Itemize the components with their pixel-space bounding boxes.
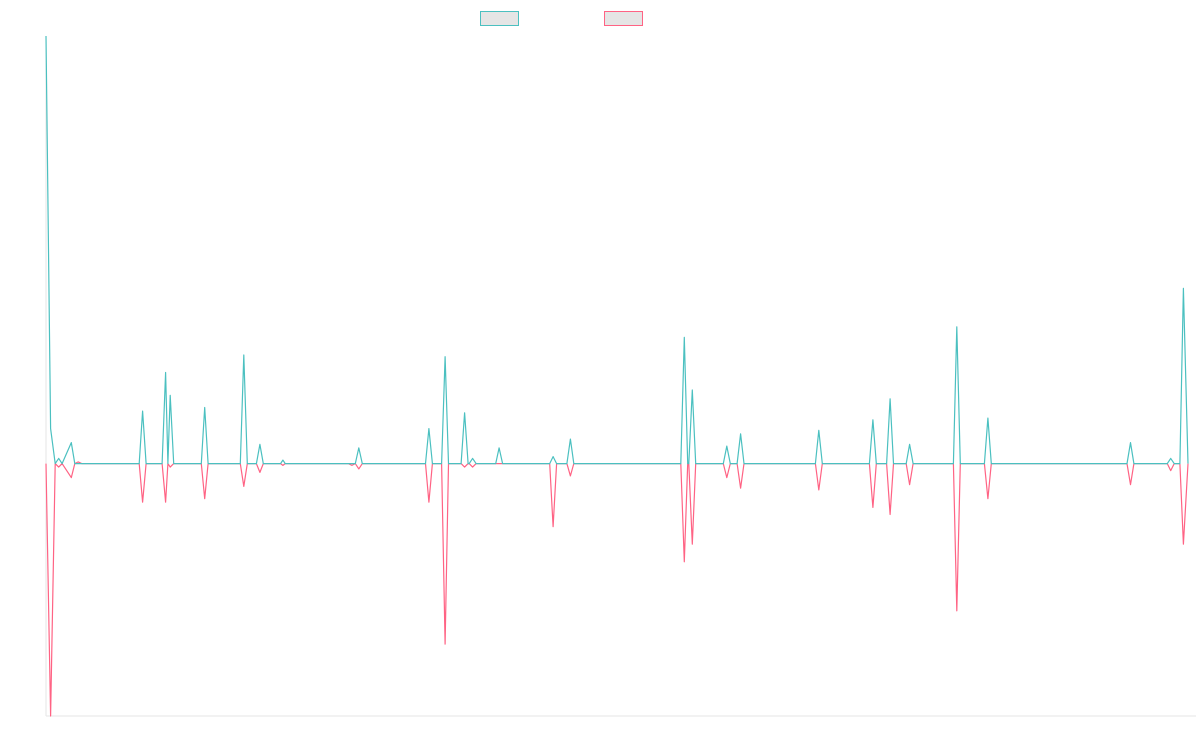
legend-swatch-series-1 (480, 10, 519, 26)
legend-swatch-series-2 (604, 10, 643, 26)
legend (0, 9, 1200, 27)
series-2-line (45, 461, 1189, 717)
legend-item-series-1[interactable] (480, 9, 519, 27)
axes (45, 36, 1196, 717)
series-1-line (45, 35, 1189, 465)
legend-item-series-2[interactable] (604, 9, 643, 27)
series-lines (45, 35, 1189, 717)
